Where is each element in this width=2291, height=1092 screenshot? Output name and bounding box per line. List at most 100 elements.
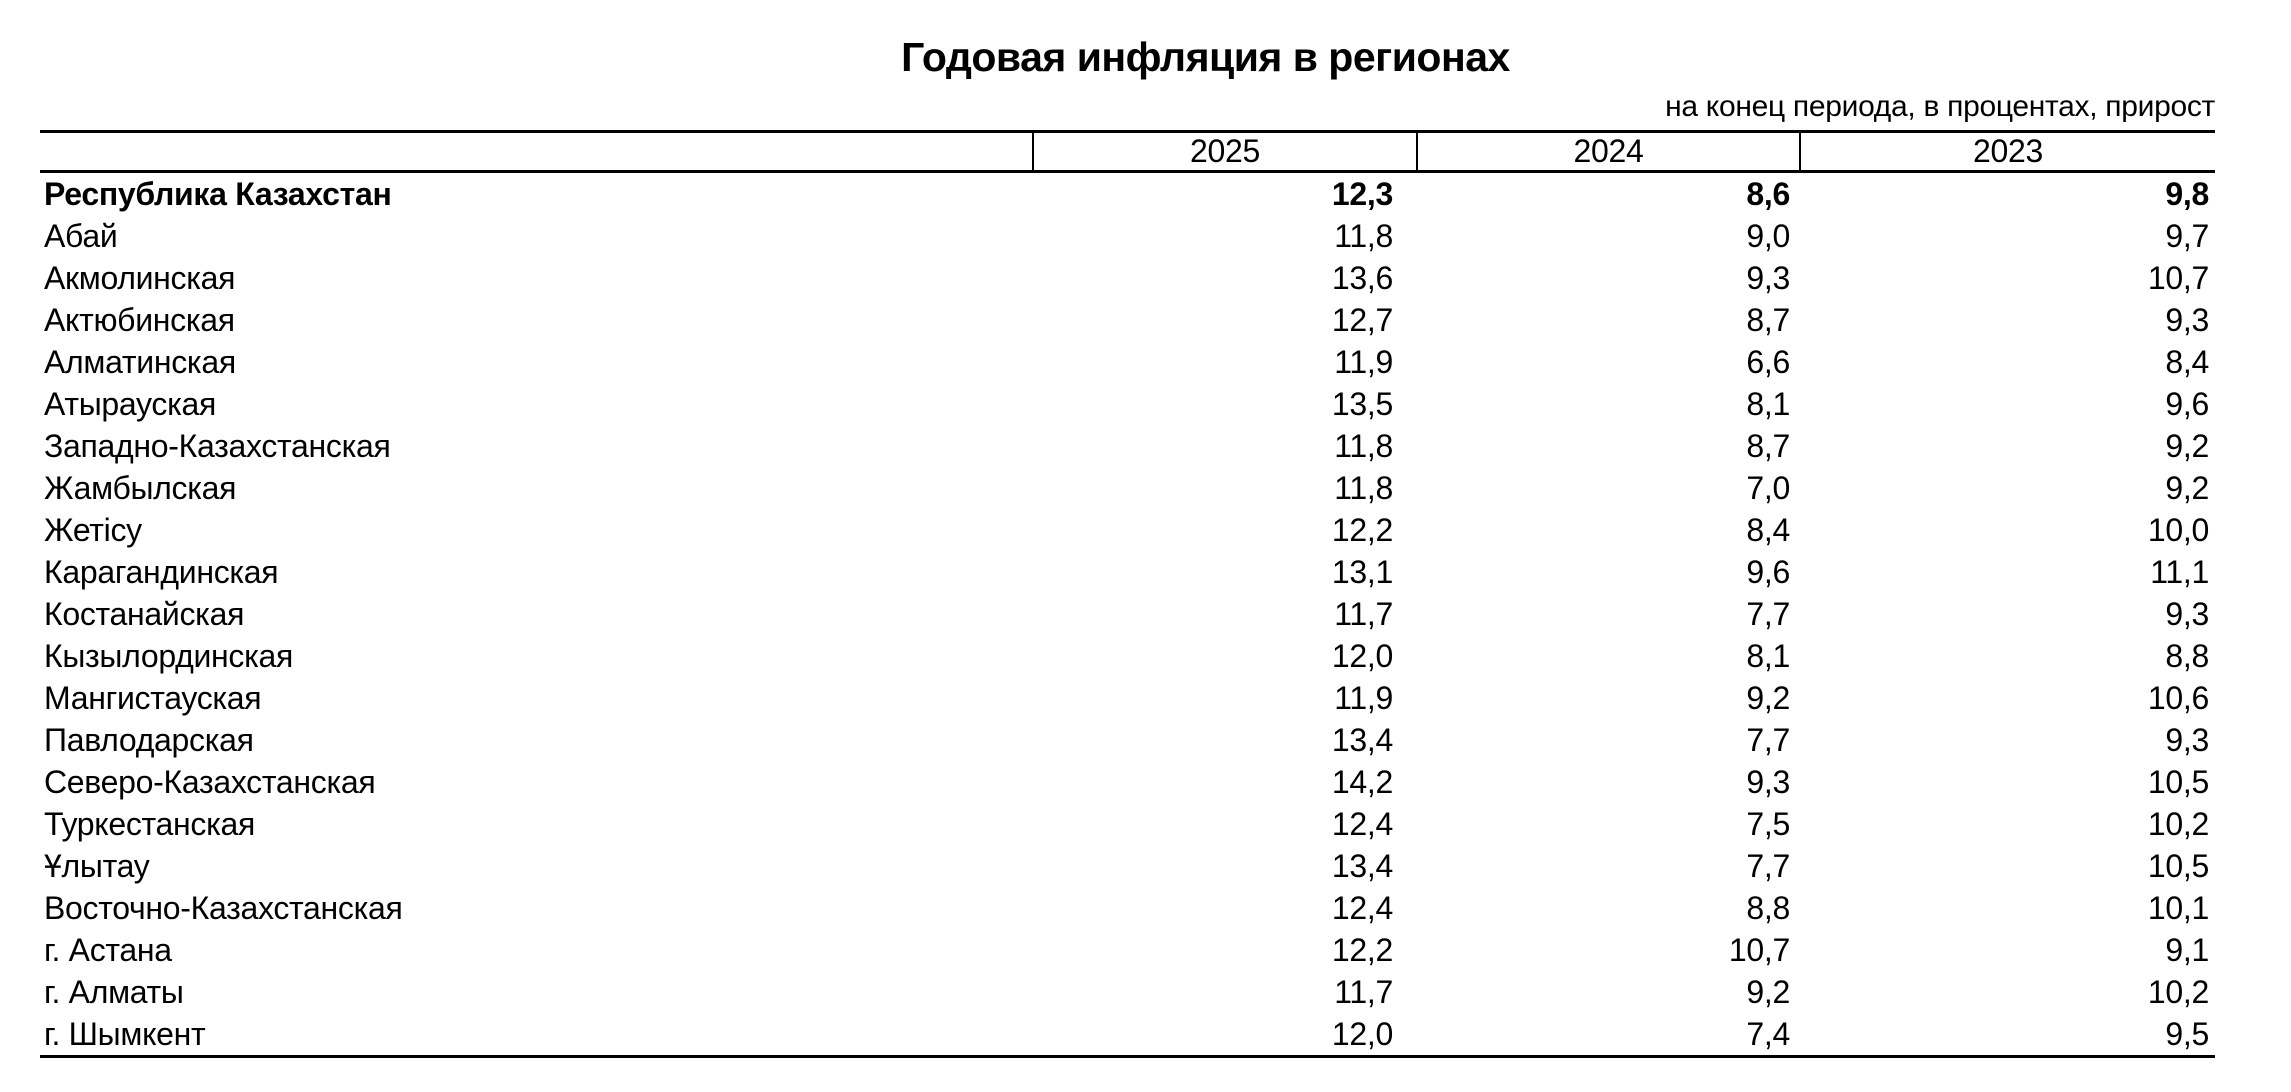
value-2024-cell: 9,6 — [1746, 553, 1790, 590]
value-2024-cell: 8,7 — [1746, 427, 1790, 464]
table-row: Акмолинская 13,6 9,3 10,7 — [40, 257, 2215, 299]
value-2025-cell: 14,2 — [1331, 763, 1393, 800]
value-2024-cell: 8,1 — [1746, 637, 1790, 674]
region-cell: Восточно-Казахстанская — [44, 889, 403, 926]
table-row: Жамбылская 11,8 7,0 9,2 — [40, 467, 2215, 509]
value-2023-cell: 10,0 — [2147, 511, 2209, 548]
table-row: Павлодарская 13,4 7,7 9,3 — [40, 719, 2215, 761]
table-row: Западно-Казахстанская 11,8 8,7 9,2 — [40, 425, 2215, 467]
region-cell: Жетісу — [44, 511, 142, 548]
region-cell: Северо-Казахстанская — [44, 763, 376, 800]
table-row: Восточно-Казахстанская 12,4 8,8 10,1 — [40, 887, 2215, 929]
value-2023-cell: 10,2 — [2147, 805, 2209, 842]
table-row: Костанайская 11,7 7,7 9,3 — [40, 593, 2215, 635]
value-2023-cell: 9,3 — [2165, 301, 2209, 338]
value-2025-cell: 13,4 — [1331, 721, 1393, 758]
value-2023-cell: 9,5 — [1800, 1013, 2215, 1058]
value-2025-cell: 11,7 — [1334, 595, 1393, 632]
value-2023-cell: 9,6 — [2165, 385, 2209, 422]
value-2023-cell: 8,4 — [2165, 343, 2209, 380]
value-2025-cell: 13,1 — [1331, 553, 1393, 590]
region-cell: Карагандинская — [44, 553, 279, 590]
value-2024-cell: 8,7 — [1746, 301, 1790, 338]
column-header-region — [40, 130, 1033, 173]
value-2024-cell: 9,3 — [1746, 763, 1790, 800]
value-2024-cell: 9,3 — [1746, 259, 1790, 296]
region-cell: Павлодарская — [44, 721, 254, 758]
value-2024-cell: 9,0 — [1746, 217, 1790, 254]
region-cell: г. Шымкент — [40, 1013, 1033, 1058]
value-2023-cell: 10,2 — [2147, 973, 2209, 1010]
value-2023-cell: 9,7 — [2165, 217, 2209, 254]
value-2024-cell: 10,7 — [1728, 931, 1790, 968]
value-2025-cell: 12,0 — [1033, 1013, 1417, 1058]
value-2024-cell: 7,7 — [1746, 721, 1790, 758]
value-2025-cell: 12,4 — [1331, 889, 1393, 926]
region-cell: Кызылординская — [44, 637, 294, 674]
value-2025-cell: 12,0 — [1331, 637, 1393, 674]
table-row: Атырауская 13,5 8,1 9,6 — [40, 383, 2215, 425]
region-cell: г. Астана — [44, 931, 172, 968]
column-header-2024: 2024 — [1416, 130, 1800, 173]
region-cell: Республика Казахстан — [44, 175, 392, 212]
header-row: 2025 2024 2023 — [40, 130, 2215, 173]
table-row: Мангистауская 11,9 9,2 10,6 — [40, 677, 2215, 719]
value-2024-cell: 7,4 — [1417, 1013, 1800, 1058]
value-2025-cell: 11,8 — [1334, 217, 1393, 254]
value-2023-cell: 9,3 — [2165, 721, 2209, 758]
value-2025-cell: 13,6 — [1331, 259, 1393, 296]
region-cell: Акмолинская — [44, 259, 236, 296]
value-2024-cell: 9,2 — [1746, 973, 1790, 1010]
value-2025-cell: 12,4 — [1331, 805, 1393, 842]
value-2025-cell: 13,4 — [1331, 847, 1393, 884]
value-2025-cell: 12,2 — [1331, 511, 1393, 548]
value-2024-cell: 6,6 — [1746, 343, 1790, 380]
value-2023-cell: 8,8 — [2165, 637, 2209, 674]
table-row: Туркестанская 12,4 7,5 10,2 — [40, 803, 2215, 845]
table-row: Жетісу 12,2 8,4 10,0 — [40, 509, 2215, 551]
value-2024-cell: 7,5 — [1746, 805, 1790, 842]
value-2023-cell: 9,2 — [2165, 469, 2209, 506]
table-row: Ұлытау 13,4 7,7 10,5 — [40, 845, 2215, 887]
region-cell: Туркестанская — [44, 805, 256, 842]
region-cell: Актюбинская — [44, 301, 235, 338]
region-cell: Мангистауская — [44, 679, 262, 716]
table-row: Актюбинская 12,7 8,7 9,3 — [40, 299, 2215, 341]
value-2024-cell: 8,8 — [1746, 889, 1790, 926]
page-title: Годовая инфляция в регионах — [901, 34, 1510, 80]
value-2024-cell: 7,0 — [1746, 469, 1790, 506]
value-2023-cell: 11,1 — [2150, 553, 2209, 590]
value-2023-cell: 10,1 — [2147, 889, 2209, 926]
region-cell: Алматинская — [44, 343, 236, 380]
region-cell: Абай — [44, 217, 118, 254]
region-cell: Западно-Казахстанская — [44, 427, 391, 464]
value-2025-cell: 11,7 — [1334, 973, 1393, 1010]
column-header-2025: 2025 — [1032, 130, 1417, 173]
value-2023-cell: 10,7 — [2147, 259, 2209, 296]
table-header: 2025 2024 2023 — [40, 130, 2215, 173]
value-2025-cell: 12,3 — [1331, 175, 1393, 212]
value-2024-cell: 7,7 — [1746, 595, 1790, 632]
inflation-table: 2025 2024 2023 Республика Казахстан 12,3… — [40, 130, 2215, 1058]
table-row: г. Алматы 11,7 9,2 10,2 — [40, 971, 2215, 1013]
value-2023-cell: 10,6 — [2147, 679, 2209, 716]
value-2025-cell: 13,5 — [1331, 385, 1393, 422]
region-cell: г. Алматы — [44, 973, 184, 1010]
table-row: г. Астана 12,2 10,7 9,1 — [40, 929, 2215, 971]
table-row: Кызылординская 12,0 8,1 8,8 — [40, 635, 2215, 677]
table-row: Северо-Казахстанская 14,2 9,3 10,5 — [40, 761, 2215, 803]
table-row: Республика Казахстан 12,3 8,6 9,8 — [40, 172, 2215, 216]
value-2024-cell: 7,7 — [1746, 847, 1790, 884]
value-2025-cell: 11,8 — [1334, 427, 1393, 464]
value-2025-cell: 12,2 — [1331, 931, 1393, 968]
value-2024-cell: 8,6 — [1746, 175, 1790, 212]
column-header-2023: 2023 — [1799, 130, 2215, 173]
value-2023-cell: 9,2 — [2165, 427, 2209, 464]
region-cell: Жамбылская — [44, 469, 237, 506]
table-subtitle: на конец периода, в процентах, прирост — [1665, 90, 2215, 123]
value-2024-cell: 8,1 — [1746, 385, 1790, 422]
table-row: Абай 11,8 9,0 9,7 — [40, 215, 2215, 257]
value-2024-cell: 8,4 — [1746, 511, 1790, 548]
value-2025-cell: 11,9 — [1334, 679, 1393, 716]
